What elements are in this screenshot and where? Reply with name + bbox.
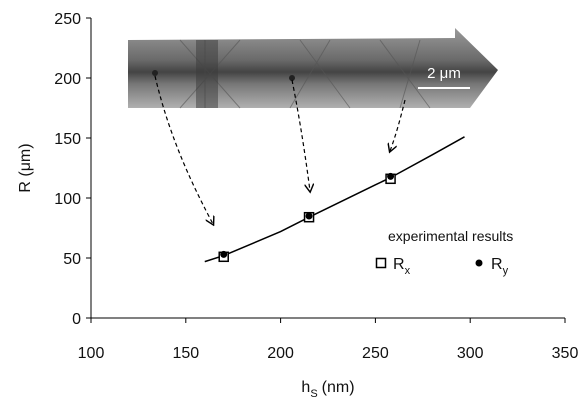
legend-subscript: x — [405, 265, 411, 277]
x-label-unit: (nm) — [322, 379, 355, 396]
legend-label: Rx — [393, 256, 411, 277]
scale-label: 2 μm — [427, 65, 461, 82]
y-tick-label: 200 — [54, 71, 81, 88]
legend-title: experimental results — [388, 228, 513, 244]
y-axis-label: R (μm) — [17, 143, 34, 192]
legend-subscript: y — [503, 265, 509, 277]
x-tick-label: 350 — [552, 345, 579, 362]
x-label-main: h — [301, 379, 310, 396]
legend-entry: Rx — [375, 256, 411, 277]
x-tick-label: 300 — [457, 345, 484, 362]
y-tick-label: 0 — [72, 311, 81, 328]
x-tick-label: 200 — [267, 345, 294, 362]
y-tick-label: 250 — [54, 11, 81, 28]
y-tick-label: 100 — [54, 191, 81, 208]
legend-name: R — [491, 256, 503, 273]
legend-entry: Ry — [475, 256, 509, 277]
marker-circle — [220, 250, 228, 258]
legend-label: Ry — [491, 256, 509, 277]
x-label-sub: S — [310, 388, 317, 400]
fit-line — [204, 136, 465, 263]
inset-image: 2 μm — [128, 28, 498, 109]
x-tick-label: 150 — [172, 345, 199, 362]
marker-circle — [475, 259, 483, 267]
arrows — [154, 75, 406, 224]
y-tick-label: 150 — [54, 131, 81, 148]
marker-circle — [387, 172, 395, 180]
x-tick-label: 250 — [362, 345, 389, 362]
y-tick-label: 50 — [63, 251, 81, 268]
legend-name: R — [393, 256, 405, 273]
marker-square — [375, 257, 387, 269]
x-tick-label: 100 — [78, 345, 105, 362]
x-axis-label: hS (nm) — [301, 379, 354, 400]
marker-circle — [305, 212, 313, 220]
